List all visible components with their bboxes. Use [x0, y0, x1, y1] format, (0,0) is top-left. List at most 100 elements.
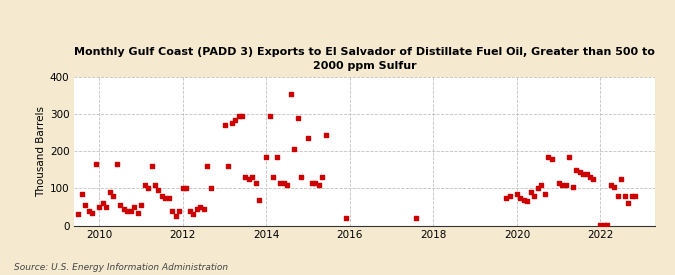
Point	[142, 186, 153, 191]
Point	[609, 184, 620, 189]
Point	[139, 183, 150, 187]
Point	[122, 208, 132, 213]
Point	[268, 175, 279, 180]
Point	[157, 194, 167, 198]
Y-axis label: Thousand Barrels: Thousand Barrels	[36, 106, 46, 197]
Point	[602, 222, 613, 227]
Point	[219, 123, 230, 127]
Point	[620, 194, 630, 198]
Point	[167, 208, 178, 213]
Point	[174, 208, 185, 213]
Point	[126, 208, 136, 213]
Point	[178, 186, 188, 191]
Point	[554, 181, 564, 185]
Point	[529, 194, 540, 198]
Point	[250, 181, 261, 185]
Point	[184, 208, 195, 213]
Text: Source: U.S. Energy Information Administration: Source: U.S. Energy Information Administ…	[14, 263, 227, 272]
Point	[150, 183, 161, 187]
Point	[557, 183, 568, 187]
Point	[146, 164, 157, 168]
Point	[289, 147, 300, 152]
Point	[188, 212, 198, 217]
Point	[230, 117, 240, 122]
Point	[226, 121, 237, 126]
Point	[129, 205, 140, 209]
Point	[605, 183, 616, 187]
Point	[237, 114, 248, 118]
Point	[612, 194, 623, 198]
Point	[198, 207, 209, 211]
Point	[286, 92, 296, 96]
Point	[84, 208, 95, 213]
Point	[317, 175, 327, 180]
Point	[578, 171, 589, 176]
Point	[515, 196, 526, 200]
Title: Monthly Gulf Coast (PADD 3) Exports to El Salvador of Distillate Fuel Oil, Great: Monthly Gulf Coast (PADD 3) Exports to E…	[74, 48, 655, 71]
Point	[306, 181, 317, 185]
Point	[278, 181, 289, 185]
Point	[223, 164, 234, 168]
Point	[202, 164, 213, 168]
Point	[581, 171, 592, 176]
Point	[247, 175, 258, 180]
Point	[244, 177, 254, 181]
Point	[118, 207, 129, 211]
Point	[570, 167, 581, 172]
Point	[163, 196, 174, 200]
Point	[254, 197, 265, 202]
Point	[275, 181, 286, 185]
Point	[205, 186, 216, 191]
Point	[94, 205, 105, 209]
Point	[410, 216, 421, 220]
Point	[567, 184, 578, 189]
Point	[626, 194, 637, 198]
Point	[271, 155, 282, 159]
Point	[265, 114, 275, 118]
Point	[310, 181, 321, 185]
Point	[181, 186, 192, 191]
Point	[111, 162, 122, 166]
Point	[90, 162, 101, 166]
Point	[560, 183, 571, 187]
Point	[153, 188, 164, 192]
Point	[599, 222, 610, 227]
Point	[171, 214, 182, 218]
Point	[320, 132, 331, 137]
Point	[136, 203, 146, 207]
Point	[630, 194, 641, 198]
Point	[292, 116, 303, 120]
Point	[296, 175, 306, 180]
Point	[313, 183, 324, 187]
Point	[132, 210, 143, 215]
Point	[504, 194, 515, 198]
Point	[539, 192, 550, 196]
Point	[518, 197, 529, 202]
Point	[533, 186, 543, 191]
Point	[87, 210, 98, 215]
Point	[115, 203, 126, 207]
Point	[73, 212, 84, 217]
Point	[261, 155, 272, 159]
Point	[574, 169, 585, 174]
Point	[546, 156, 557, 161]
Point	[160, 196, 171, 200]
Point	[80, 203, 91, 207]
Point	[97, 201, 108, 205]
Point	[282, 183, 293, 187]
Point	[588, 177, 599, 181]
Point	[616, 177, 627, 181]
Point	[564, 155, 574, 159]
Point	[191, 207, 202, 211]
Point	[302, 136, 313, 141]
Point	[522, 199, 533, 204]
Point	[525, 190, 536, 194]
Point	[595, 222, 606, 227]
Point	[543, 155, 554, 159]
Point	[501, 196, 512, 200]
Point	[341, 216, 352, 220]
Point	[76, 192, 87, 196]
Point	[233, 114, 244, 118]
Point	[105, 190, 115, 194]
Point	[108, 194, 119, 198]
